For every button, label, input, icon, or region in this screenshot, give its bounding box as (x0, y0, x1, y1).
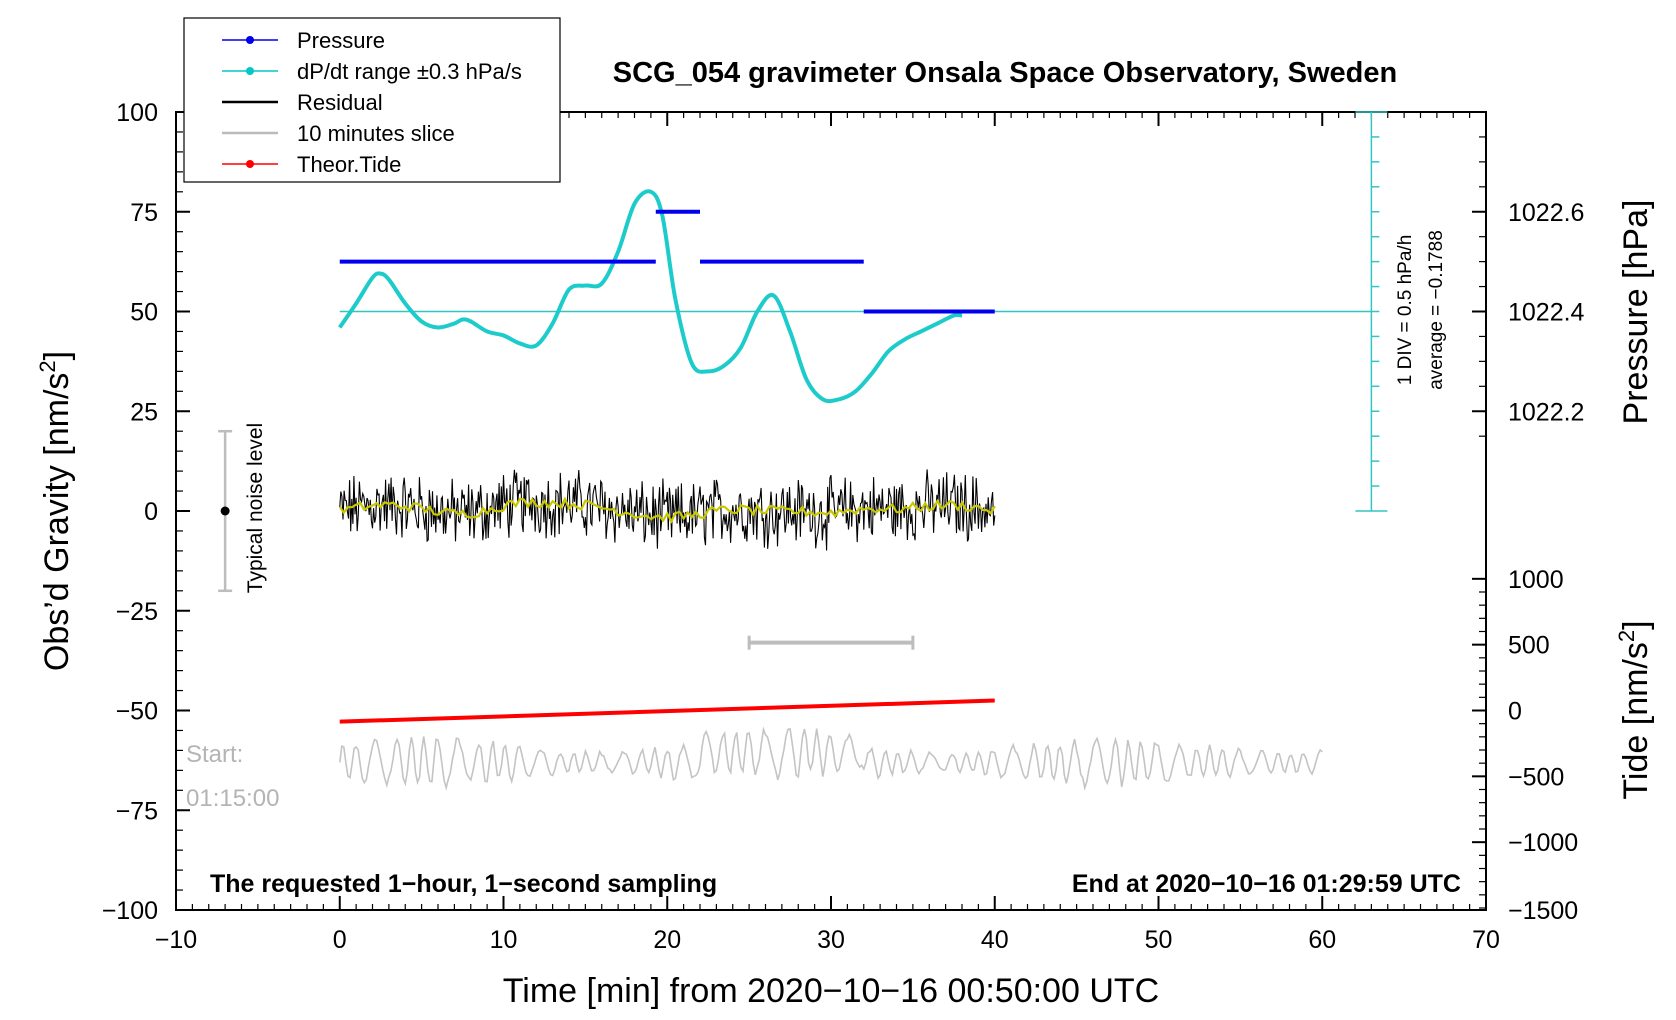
y-axis-label-pressure: Pressure [hPa] (1617, 200, 1655, 425)
x-tick-label: 40 (981, 926, 1009, 954)
start-time: 01:15:00 (186, 785, 279, 812)
slice-trace-series (339, 726, 1323, 791)
chart-title: SCG_054 gravimeter Onsala Space Observat… (613, 57, 1397, 89)
y-tick-label: −25 (116, 598, 158, 626)
tide-tick-label: 1000 (1508, 566, 1564, 594)
x-axis-ticks: −10 0 10 20 30 40 50 60 70 (155, 112, 1500, 954)
x-tick-label: 30 (817, 926, 845, 954)
residual-smoothed-series (338, 496, 996, 524)
y-tick-label: 25 (130, 398, 158, 426)
y-axis-label-left-end: ] (38, 351, 76, 360)
legend-label: Theor.Tide (297, 152, 401, 177)
legend: Pressure dP/dt range ±0.3 hPa/s Residual 10… (183, 17, 561, 183)
legend-label: 10 minutes slice (297, 121, 455, 146)
y-tick-label: −100 (102, 897, 158, 925)
bottom-right-note: End at 2020−10−16 01:29:59 UTC (1072, 870, 1461, 898)
y-axis-label-left: Obs’d Gravity [nm/s2] (35, 351, 76, 671)
x-tick-label: 20 (653, 926, 681, 954)
y-axis-label-left-main: Obs’d Gravity [nm/s (38, 373, 76, 672)
y-tick-label: 50 (130, 299, 158, 327)
x-tick-label: 50 (1145, 926, 1173, 954)
x-tick-label: 60 (1308, 926, 1336, 954)
legend-marker (246, 67, 254, 75)
legend-label: Residual (297, 90, 383, 115)
y-axis-label-tide-end: ] (1617, 620, 1655, 629)
legend-label: Pressure (297, 28, 385, 53)
theor-tide-series (339, 698, 995, 724)
legend-label: dP/dt range ±0.3 hPa/s (297, 59, 522, 84)
legend-box (183, 17, 561, 183)
pressure-tick-label: 1022.2 (1508, 398, 1584, 426)
start-label: Start: (186, 741, 243, 768)
y-axis-label-left-sup: 2 (35, 360, 60, 372)
y-axis-label-tide-sup: 2 (1614, 630, 1639, 642)
average-label: average = −0.1788 (1426, 230, 1447, 390)
x-tick-label: 0 (333, 926, 347, 954)
dpdt-series (338, 189, 963, 404)
tide-tick-label: −1500 (1508, 897, 1578, 925)
noise-bar-marker (220, 506, 230, 516)
x-tick-label: 70 (1472, 926, 1500, 954)
tide-tick-label: −500 (1508, 763, 1564, 791)
chart-series (218, 111, 1388, 791)
x-tick-label: 10 (490, 926, 518, 954)
div-label: 1 DIV = 0.5 hPa/h (1395, 235, 1416, 386)
x-axis-label: Time [min] from 2020−10−16 00:50:00 UTC (503, 972, 1159, 1010)
y-tick-label: 0 (144, 498, 158, 526)
y-axis-label-tide: Tide [nm/s2] (1614, 620, 1655, 799)
legend-marker (246, 36, 254, 44)
pressure-tick-label: 1022.4 (1508, 299, 1585, 327)
tide-tick-label: 500 (1508, 632, 1550, 660)
y-axis-label-tide-main: Tide [nm/s (1617, 642, 1655, 799)
y-tick-label: 75 (130, 199, 158, 227)
y-tick-label: −50 (116, 698, 158, 726)
tide-tick-label: −1000 (1508, 829, 1578, 857)
y-axis-ticks-left: 100 75 50 25 0 −25 −50 −75 −100 (102, 99, 190, 925)
noise-level-label: Typical noise level (244, 423, 267, 593)
pressure-tick-label: 1022.6 (1508, 199, 1584, 227)
legend-marker (246, 160, 254, 168)
y-tick-label: −75 (116, 797, 158, 825)
x-tick-label: −10 (155, 926, 197, 954)
pressure-axis-ticks: 1022.6 1022.4 1022.2 (1472, 199, 1585, 426)
bottom-left-note: The requested 1−hour, 1−second sampling (210, 870, 717, 898)
tide-axis-ticks: 1000 500 0 −500 −1000 −1500 (1472, 566, 1578, 925)
y-tick-label: 100 (116, 99, 158, 127)
tide-tick-label: 0 (1508, 698, 1522, 726)
